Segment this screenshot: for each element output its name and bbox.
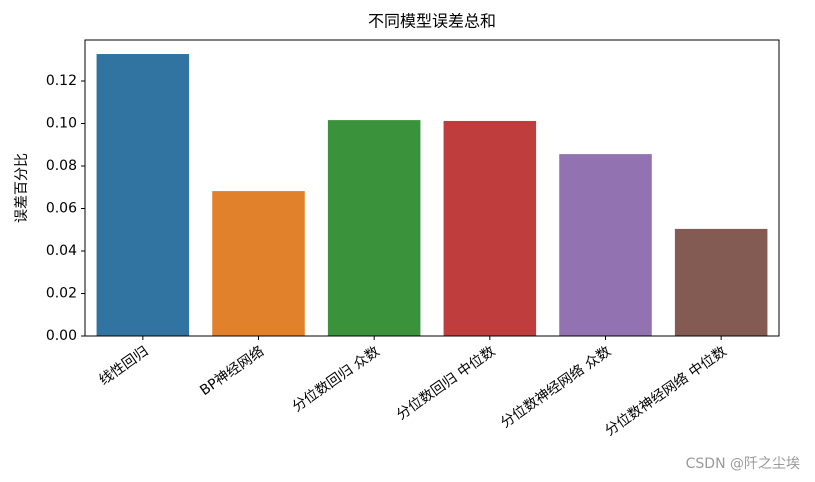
bar — [96, 54, 190, 336]
bar — [559, 154, 652, 336]
x-tick-label: BP神经网络 — [197, 343, 267, 399]
x-tick-label: 分位数回归 众数 — [289, 343, 383, 416]
x-tick-label: 分位数回归 中位数 — [393, 343, 498, 424]
y-tick-label: 0.06 — [46, 201, 77, 217]
x-tick-label: 线性回归 — [96, 343, 152, 389]
bar — [443, 120, 537, 337]
y-axis-label: 误差百分比 — [14, 153, 30, 223]
y-tick-label: 0.04 — [46, 243, 77, 259]
y-tick-label: 0.10 — [46, 116, 77, 132]
plot-frame — [84, 39, 780, 337]
x-tick-label: 分位数神经网络 中位数 — [602, 343, 730, 439]
chart-title: 不同模型误差总和 — [368, 12, 496, 31]
y-tick-label: 0.02 — [46, 286, 77, 302]
x-tick-label: 分位数神经网络 众数 — [498, 343, 614, 431]
watermark: CSDN @阡之尘埃 — [686, 456, 800, 472]
bar — [212, 191, 305, 336]
y-tick-label: 0.00 — [46, 328, 77, 344]
bar — [327, 120, 421, 336]
y-tick-label: 0.08 — [46, 158, 77, 174]
y-tick-label: 0.12 — [46, 73, 77, 89]
bar — [674, 228, 768, 336]
